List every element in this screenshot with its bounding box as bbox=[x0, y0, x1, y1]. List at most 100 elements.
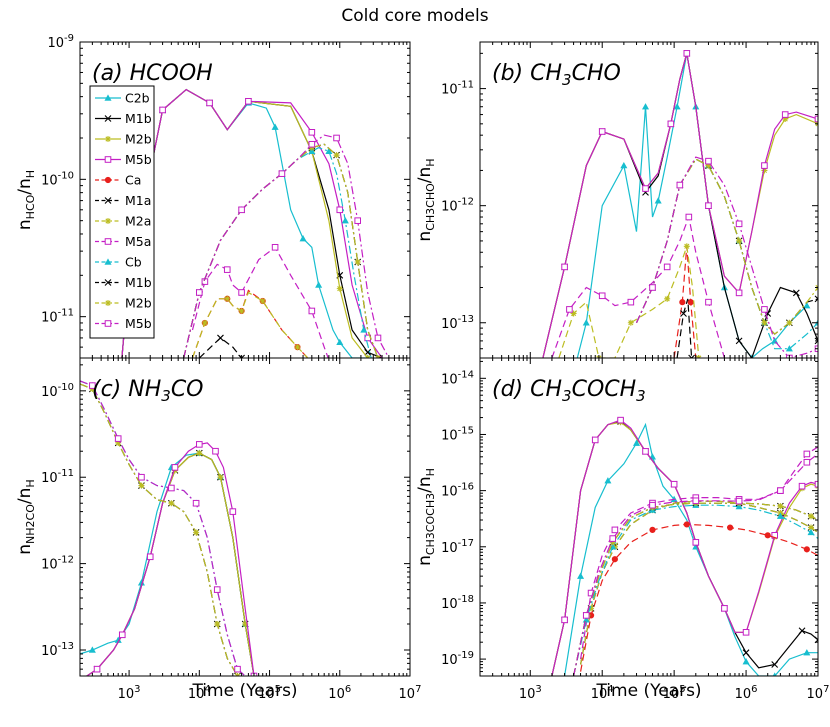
data-point-M5b_dd bbox=[676, 181, 684, 189]
data-point-M2b_dd bbox=[333, 152, 340, 159]
panel-title: (c) NH3CO bbox=[92, 377, 204, 405]
data-point-M2b bbox=[761, 167, 768, 174]
legend-marker-Cb bbox=[104, 258, 112, 265]
legend-label-C2b: C2b bbox=[125, 91, 150, 106]
data-point-C2b bbox=[111, 451, 117, 456]
data-point-M2a bbox=[588, 605, 595, 612]
data-point-M5b bbox=[561, 263, 568, 271]
data-point-M5b_dd bbox=[354, 217, 361, 224]
series-group bbox=[551, 416, 818, 676]
y-tick-label: 10-9 bbox=[47, 33, 74, 51]
series-line-M1b_dd bbox=[573, 502, 818, 676]
y-tick-label: 10-13 bbox=[41, 641, 74, 659]
panel-0: 10-9 10-10 10-11 nHCO/nH (a) HCOOH C2b M1b M2b M… bbox=[15, 33, 411, 457]
x-tick-label: 106 bbox=[735, 684, 758, 702]
data-point-M2a bbox=[664, 295, 671, 302]
data-point-M2b_dd bbox=[138, 482, 145, 489]
data-point-M2b_dd bbox=[308, 144, 315, 151]
series-line-M2b_dd bbox=[635, 158, 818, 335]
series-line-M5b bbox=[551, 419, 818, 676]
data-point-Ca bbox=[764, 532, 771, 539]
data-point-M5b bbox=[683, 50, 691, 57]
data-point-M5a bbox=[223, 266, 231, 273]
data-point-Cb bbox=[735, 502, 743, 510]
data-point-C2b bbox=[336, 338, 344, 346]
panel-2: 103 104 105 106 107 Time (Years) 10-10 10-11 10-… bbox=[15, 357, 421, 702]
panel-title: (a) HCOOH bbox=[92, 61, 213, 86]
data-point-Ca bbox=[803, 546, 810, 553]
legend-marker-M5b bbox=[104, 156, 112, 163]
data-point-M5b bbox=[742, 629, 750, 636]
y-tick-label: 10-19 bbox=[441, 650, 474, 668]
y-axis-label: nCH3COCH3/nH bbox=[415, 468, 437, 566]
series-line-M5b_dd bbox=[573, 453, 818, 676]
data-point-M5b_dd bbox=[234, 665, 241, 673]
data-point-M5b bbox=[229, 508, 237, 515]
data-point-Ca bbox=[649, 526, 656, 533]
data-point-M2b bbox=[196, 450, 203, 457]
data-point-M2b bbox=[217, 474, 224, 481]
series-line-M2b_dd bbox=[573, 502, 818, 676]
series-line-M1a bbox=[198, 337, 243, 358]
data-point-M5b_dd bbox=[114, 435, 122, 442]
data-point-M2b_dd bbox=[609, 539, 616, 546]
data-point-M2b_dd bbox=[89, 386, 96, 393]
data-point-M5b_dd bbox=[777, 487, 784, 494]
x-tick-label: 103 bbox=[519, 684, 542, 702]
data-point-M5b bbox=[111, 451, 117, 457]
legend-label-M5a: M5a bbox=[125, 234, 151, 249]
data-point-M5b bbox=[206, 99, 213, 107]
data-point-M5a bbox=[705, 298, 712, 306]
data-point-M2b_dd bbox=[115, 439, 122, 446]
x-tick-label: 107 bbox=[807, 684, 830, 702]
data-point-M2a bbox=[627, 319, 634, 326]
data-point-M5b bbox=[814, 115, 818, 123]
data-point-M2b bbox=[336, 285, 343, 292]
legend-box bbox=[89, 85, 155, 339]
legend-marker-Ca bbox=[104, 176, 112, 184]
data-point-M2a bbox=[808, 524, 815, 531]
data-point-M5b_dd bbox=[692, 497, 700, 505]
legend-marker-M1b bbox=[104, 115, 112, 122]
data-point-M2b_dd bbox=[214, 620, 221, 627]
series-line-Cb bbox=[183, 147, 372, 358]
data-point-Ca bbox=[683, 521, 690, 528]
data-point-M5b bbox=[598, 128, 606, 135]
data-point-C2b bbox=[577, 572, 585, 579]
x-tick-label: 103 bbox=[118, 684, 141, 702]
data-point-M5b bbox=[814, 480, 818, 488]
panel-title: (d) CH3COCH3 bbox=[492, 377, 646, 405]
data-point-C2b bbox=[673, 103, 681, 110]
data-point-M5a bbox=[330, 369, 336, 375]
data-point-M5b bbox=[721, 605, 728, 612]
legend-label-M5b_dd: M5b bbox=[125, 316, 152, 331]
data-point-M5b bbox=[336, 206, 344, 214]
series-line-M1b_dd bbox=[635, 158, 818, 335]
legend-label-M5b: M5b bbox=[125, 152, 152, 167]
y-tick-label: 10-13 bbox=[441, 314, 474, 332]
legend-marker-M1b_dd bbox=[104, 279, 112, 286]
data-point-M1a bbox=[217, 334, 224, 342]
y-tick-label: 10-17 bbox=[441, 538, 474, 556]
data-point-M1b bbox=[792, 289, 800, 297]
series-line-M5b_dd bbox=[80, 380, 246, 676]
x-tick-label: 104 bbox=[188, 684, 211, 702]
data-point-C2b bbox=[604, 477, 612, 484]
data-point-M5b bbox=[692, 539, 700, 546]
legend-label-Ca: Ca bbox=[125, 173, 141, 188]
data-point-Ca bbox=[316, 369, 321, 374]
x-tick-label: 104 bbox=[591, 684, 614, 702]
data-point-M5b_dd bbox=[582, 612, 590, 619]
data-point-M5b bbox=[212, 447, 219, 455]
legend-marker-M2b bbox=[105, 136, 111, 142]
data-point-M5a bbox=[627, 298, 635, 306]
data-point-M5b_dd bbox=[735, 497, 743, 505]
data-point-M1b bbox=[364, 348, 372, 356]
data-point-M5b_dd bbox=[374, 334, 382, 342]
series-line-M2b bbox=[551, 421, 818, 676]
data-point-M5b bbox=[781, 111, 789, 118]
legend-label-Cb: Cb bbox=[125, 255, 142, 270]
data-point-M5b bbox=[171, 464, 179, 471]
data-point-C2b bbox=[633, 439, 641, 446]
y-tick-label: 10-15 bbox=[441, 425, 474, 443]
